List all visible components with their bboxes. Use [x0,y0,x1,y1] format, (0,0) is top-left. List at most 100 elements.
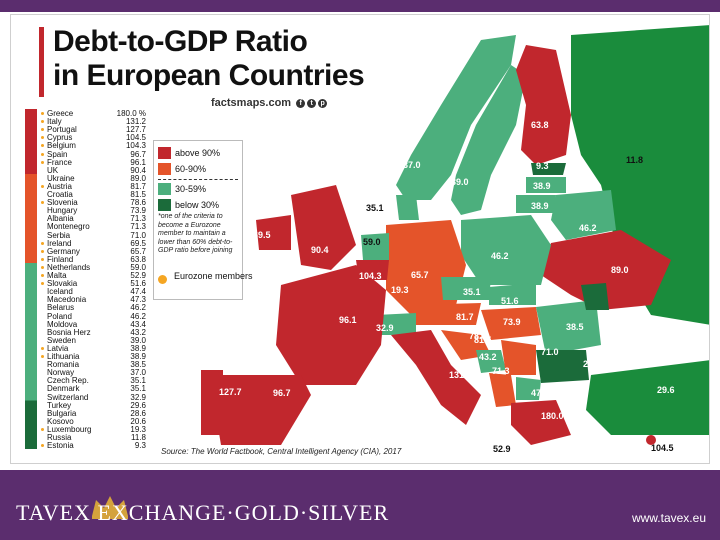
region-slovakia [489,283,536,305]
map-value-label: 38.5 [566,322,584,332]
map-value-label: 96.1 [339,315,357,325]
map-value-label: 46.2 [579,223,597,233]
ranking-row: UK 90.4 [41,166,146,175]
brand-text: factsmaps.com [211,97,292,109]
map-value-label: 29.6 [657,385,675,395]
eurozone-dot-icon [41,152,44,156]
region-france [276,265,386,385]
ranking-country: UK [47,165,59,175]
eurozone-dot-icon [41,160,44,164]
ranking-country: Belgium [47,141,76,151]
ranking-country: Portugal [47,125,77,135]
region-portugal [201,370,223,435]
map-value-label: 46.2 [491,251,509,261]
ranking-country: Russia [47,433,72,442]
ranking-country: Turkey [47,400,72,410]
ranking-row: Finland 63.8 [41,255,146,264]
ranking-value: 90.4 [130,165,146,175]
ranking-row: Slovenia 78.6 [41,198,146,207]
ranking-value: 28.6 [130,408,146,418]
ranking-country: Macedonia [47,295,87,305]
map-value-label: 19.3 [391,285,409,295]
twitter-icon: t [307,98,317,108]
eurozone-dot-icon [41,241,44,245]
ranking-value: 39.0 [130,335,146,345]
ranking-row: Romania 38.5 [41,360,146,369]
map-value-label: 81.7 [456,312,474,322]
ranking-row: Bosnia Herz 43.2 [41,328,146,337]
region-netherlands [361,233,389,260]
ranking-country: Finland [47,254,74,264]
ranking-row: Norway 37.0 [41,368,146,377]
region-russia [571,25,709,325]
ranking-country: Romania [47,360,80,370]
map-value-label: 9.3 [536,161,549,171]
ranking-country: Switzerland [47,392,89,402]
map-value-label: 71.3 [492,366,510,376]
ranking-value: 43.2 [130,327,146,337]
ranking-row: Croatia 81.5 [41,190,146,199]
ranking-value: 69.5 [130,238,146,248]
eurozone-dot-icon [41,249,44,253]
region-poland [461,215,551,285]
ranking-value: 35.1 [130,376,146,386]
region-austria [411,303,481,325]
ranking-country: Serbia [47,230,71,240]
ranking-row: Serbia 71.0 [41,231,146,240]
ranking-value: 37.0 [130,368,146,378]
eurozone-dot-icon [41,346,44,350]
ranking-country: Bosnia Herz [47,327,91,337]
ranking-row: Kosovo 20.6 [41,417,146,426]
ranking-value: 71.0 [130,230,146,240]
region-spain [216,375,311,445]
legend-note: *one of the criteria to become a Eurozon… [158,213,233,254]
title-block: Debt-to-GDP Ratio in European Countries [39,25,365,97]
pinterest-icon: p [318,98,328,108]
ranking-value: 71.3 [130,214,146,224]
footer-url[interactable]: www.tavex.eu [631,511,706,525]
eurozone-dot-icon [41,201,44,205]
map-value-label: 35.1 [463,287,481,297]
ranking-value: 81.7 [130,181,146,191]
ranking-country: Austria [47,181,72,191]
map-value-label: 96.7 [273,388,291,398]
region-finland [516,45,571,165]
ranking-row: Hungary 73.9 [41,206,146,215]
map-value-label: 35.1 [366,203,384,213]
ranking-country: Estonia [47,441,74,451]
ranking-country: Sweden [47,335,76,345]
europe-map [11,15,709,463]
map-value-label: 104.3 [359,271,382,281]
ranking-value: 29.6 [130,400,146,410]
ranking-value: 20.6 [130,416,146,426]
eurozone-dot-icon [41,120,44,124]
ranking-value: 180.0 % [116,109,146,118]
ranking-country: Ukraine [47,173,75,183]
ranking-row: Albania 71.3 [41,214,146,223]
ranking-row: Spain 96.7 [41,150,146,159]
ranking-row: Lithuania 38.9 [41,352,146,361]
ranking-row: Belarus 46.2 [41,303,146,312]
ranking-row: Estonia 9.3 [41,441,146,450]
ranking-row: Ireland 69.5 [41,239,146,248]
ranking-row: Denmark 35.1 [41,384,146,393]
ranking-country: Norway [47,368,75,378]
ranking-country: Bulgaria [47,408,77,418]
map-value-label: 65.7 [411,270,429,280]
ranking-value: 11.8 [131,433,146,442]
ranking-row: Iceland 47.4 [41,287,146,296]
legend-swatch [158,163,171,175]
ranking-country: Czech Rep. [47,376,89,386]
map-value-label: 73.9 [503,317,521,327]
ranking-row: Montenegro 71.3 [41,222,146,231]
ranking-value: 47.3 [130,295,146,305]
ranking-row: Netherlands 59.0 [41,263,146,272]
title-accent [39,27,44,97]
ranking-value: 65.7 [130,246,146,256]
ranking-value: 46.2 [130,303,146,313]
region-greece [511,400,571,445]
region-lithuania [516,195,556,213]
eurozone-dot-icon [41,282,44,286]
ranking-row: Portugal 127.7 [41,125,146,134]
region-belarus [551,190,616,240]
